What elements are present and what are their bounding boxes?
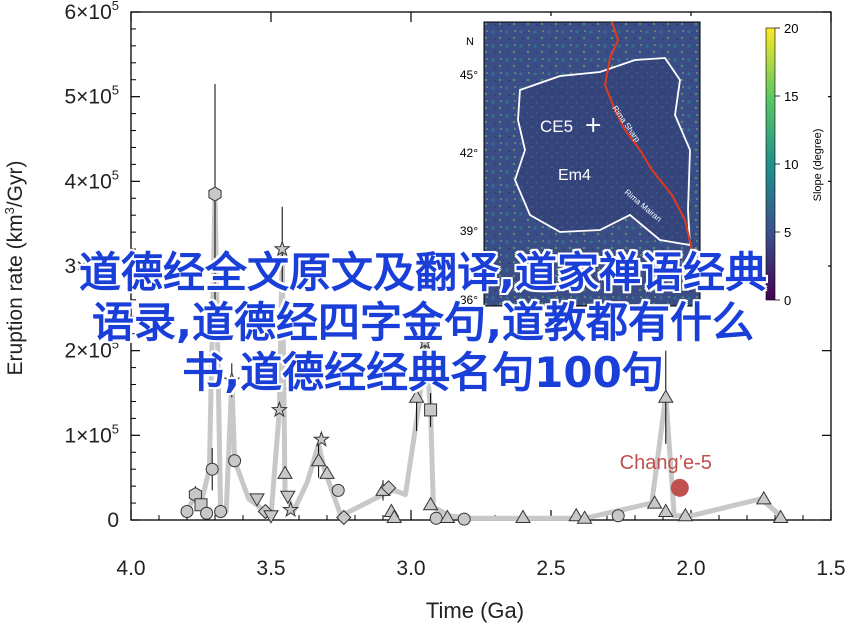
data-point-circle bbox=[180, 505, 194, 519]
data-point-tri-up bbox=[677, 507, 694, 522]
rima-sharp-rille bbox=[603, 21, 693, 251]
colorbar-ticks: 20 15 10 5 0 bbox=[775, 21, 798, 308]
x-tick-label: 2.5 bbox=[536, 557, 565, 580]
x-tick-label: 1.5 bbox=[816, 557, 845, 580]
colorbar-tick-label: 15 bbox=[784, 89, 798, 104]
data-point-star bbox=[282, 500, 300, 518]
y-tick-label: 1×105 bbox=[64, 421, 119, 447]
data-point-star bbox=[223, 371, 241, 388]
change5-point bbox=[670, 478, 689, 497]
x-tick-label: 2.0 bbox=[676, 557, 705, 580]
data-point-tri-up bbox=[657, 503, 674, 518]
data-point-diamond bbox=[380, 480, 397, 496]
data-points bbox=[180, 186, 789, 526]
overlay-line-2: 语录,道德经四字金句,道教都有什么 bbox=[92, 298, 754, 347]
x-tick-label: 4.0 bbox=[116, 557, 145, 580]
data-point-circle bbox=[429, 511, 443, 525]
inset-map: N 45° 42° 39° 36° CE5 + Em4 Rima Sharp R… bbox=[440, 16, 828, 322]
data-point-star bbox=[416, 333, 434, 350]
data-point-circle bbox=[214, 505, 228, 519]
lat-label-36: 36° bbox=[460, 293, 478, 307]
colorbar-tick-label: 20 bbox=[784, 21, 798, 36]
overlay-title: 道德经全文原文及翻译,道家禅语经典 语录,道德经四字金句,道教都有什么 书,道德… bbox=[8, 248, 838, 398]
data-point-tri-up bbox=[657, 389, 674, 403]
y-tick-mantissa: 1×10 bbox=[64, 424, 111, 447]
y-tick-exponent: 5 bbox=[112, 252, 119, 267]
data-point-tri-down bbox=[263, 510, 279, 524]
y-tick-exponent: 5 bbox=[112, 421, 119, 436]
y-axis-label-sup: 3 bbox=[2, 207, 17, 214]
colorbar-tick-label: 5 bbox=[784, 225, 791, 240]
data-point-tri-up bbox=[646, 495, 663, 509]
y-tick-exponent: 5 bbox=[112, 0, 119, 13]
y-axis-label-main: Eruption rate (km bbox=[4, 214, 27, 375]
data-point-star bbox=[273, 240, 291, 257]
y-tick-label: 3×105 bbox=[64, 252, 119, 278]
change5-label: Chang’e-5 bbox=[620, 452, 712, 474]
y-tick-exponent: 5 bbox=[112, 167, 119, 182]
data-point-tri-up bbox=[310, 452, 327, 467]
mare-region bbox=[514, 57, 691, 247]
colorbar-tick-label: 10 bbox=[784, 157, 798, 172]
y-tick-exponent: 5 bbox=[112, 337, 119, 352]
data-point-tri-down bbox=[279, 490, 296, 505]
y-tick-mantissa: 0 bbox=[107, 509, 119, 532]
landing-site-cross-icon: + bbox=[584, 113, 602, 138]
overlay-line-3: 书,道德经经典名句100句 bbox=[182, 348, 664, 397]
data-point-tri-up bbox=[568, 507, 585, 522]
data-point-tri-up bbox=[277, 465, 293, 479]
data-point-tri-up bbox=[576, 510, 593, 524]
lat-label-39: 39° bbox=[460, 224, 478, 238]
lat-label-45: 45° bbox=[460, 68, 478, 82]
unit-label: Em4 bbox=[558, 167, 591, 184]
y-tick-mantissa: 2×10 bbox=[64, 340, 111, 363]
data-point-square bbox=[424, 403, 438, 417]
data-point-tri-up bbox=[755, 490, 772, 505]
x-tick-label: 3.5 bbox=[256, 557, 285, 580]
data-point-circle bbox=[457, 512, 471, 526]
x-axis-label: Time (Ga) bbox=[426, 598, 524, 623]
data-point-tri-down bbox=[249, 493, 265, 507]
data-point-diamond bbox=[336, 509, 352, 526]
y-tick-label: 5×105 bbox=[64, 83, 119, 109]
highlight-point: Chang’e-5 bbox=[620, 452, 712, 497]
y-tick-mantissa: 6×10 bbox=[64, 1, 111, 24]
data-point-tri-up bbox=[439, 509, 456, 523]
data-point-circle bbox=[200, 506, 214, 520]
y-tick-mantissa: 3×10 bbox=[64, 255, 111, 278]
data-point-circle bbox=[331, 483, 345, 497]
data-point-circle bbox=[205, 462, 219, 476]
data-point-tri-up bbox=[386, 509, 403, 523]
data-point-star bbox=[270, 400, 288, 418]
x-axis: 4.0 3.5 3.0 2.5 2.0 1.5 bbox=[116, 12, 846, 580]
data-point-tri-up bbox=[408, 389, 425, 403]
y-tick-label: 0 bbox=[107, 509, 119, 532]
y-tick-label: 6×105 bbox=[64, 0, 119, 24]
y-axis-label: Eruption rate (km3/Gyr) bbox=[2, 161, 27, 376]
landing-site-label: CE5 bbox=[540, 117, 573, 136]
data-point-tri-up bbox=[772, 509, 789, 523]
x-tick-label: 3.0 bbox=[396, 557, 425, 580]
data-point-circle bbox=[611, 509, 625, 523]
data-point-tri-up bbox=[515, 509, 531, 523]
y-tick-exponent: 5 bbox=[112, 83, 119, 98]
colorbar-tick-label: 0 bbox=[784, 293, 791, 308]
overlay-line-1: 道德经全文原文及翻译,道家禅语经典 bbox=[79, 248, 767, 297]
y-tick-label: 4×105 bbox=[64, 167, 119, 193]
data-point-tri-up bbox=[422, 496, 439, 511]
y-tick-label: 2×105 bbox=[64, 337, 119, 363]
data-point-star bbox=[312, 430, 330, 447]
data-point-hex bbox=[208, 186, 222, 202]
data-point-circle bbox=[228, 454, 242, 468]
y-tick-mantissa: 5×10 bbox=[64, 86, 111, 109]
data-point-tri-up bbox=[319, 465, 335, 479]
y-tick-mantissa: 4×10 bbox=[64, 170, 111, 193]
colorbar-label: Slope (degree) bbox=[812, 129, 824, 202]
north-label: N bbox=[466, 36, 474, 48]
lat-label-42: 42° bbox=[460, 146, 478, 160]
y-axis-label-end: /Gyr) bbox=[4, 161, 27, 208]
